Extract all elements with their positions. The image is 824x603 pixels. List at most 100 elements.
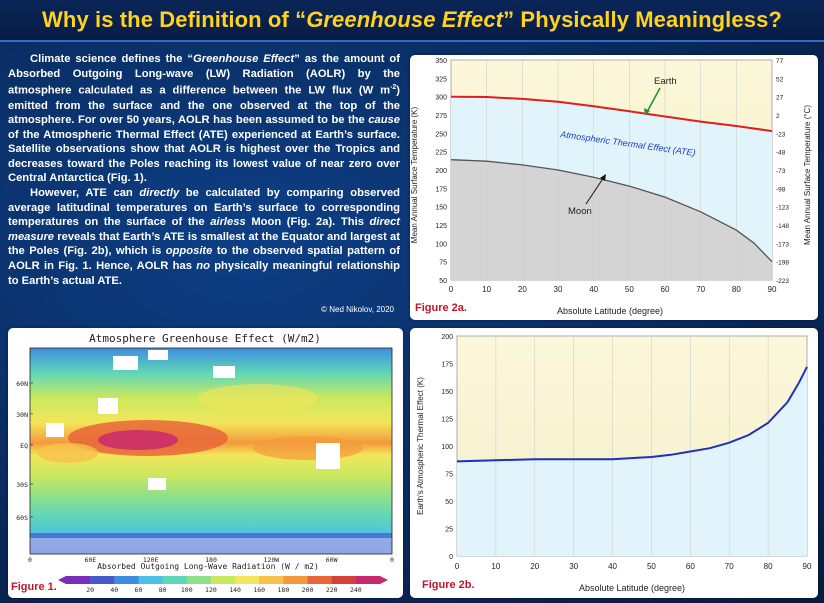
colorbar-tick-label: 140 <box>229 586 241 594</box>
x-tick-label: 70 <box>696 285 705 294</box>
x-tick-label: 80 <box>764 562 773 571</box>
figure-1-map: Atmosphere Greenhouse Effect (W/m2) 60N 3… <box>16 332 394 594</box>
x-axis-label: Absolute Latitude (degree) <box>557 306 663 316</box>
y-tick-label: 225 <box>435 150 447 157</box>
ate-region <box>451 96 772 262</box>
y-tick-label: 25 <box>445 527 453 534</box>
x-tick-label: 90 <box>803 562 812 571</box>
colorbar-swatch <box>259 576 284 584</box>
figure-2a-label: Figure 2a. <box>415 302 467 314</box>
x-tick-label: 60 <box>661 285 670 294</box>
y-right-tick-label: -223 <box>776 278 789 285</box>
x-tick-label: 0 <box>449 285 454 294</box>
y-right-tick-label: -73 <box>776 168 786 175</box>
lon-tick-label: 120E <box>143 556 159 564</box>
x-tick-label: 30 <box>554 285 563 294</box>
colorbar-swatch <box>90 576 115 584</box>
x-tick-label: 40 <box>608 562 617 571</box>
title-emphasis: Greenhouse Effect <box>306 7 504 32</box>
moon-series-line <box>450 159 773 263</box>
lon-tick-label: 120W <box>264 556 280 564</box>
colorbar: 20 40 60 80 100 120 140 160 180 200 220 240 <box>58 576 388 594</box>
figure-2a-card: 0 10 20 30 40 50 60 70 80 90 50 75 100 125 150 175 200 22… <box>410 55 818 320</box>
y-tick-label: 100 <box>441 444 453 451</box>
lat-tick-label: 60N <box>16 380 28 388</box>
y-tick-label: 350 <box>435 58 447 65</box>
x-tick-label: 10 <box>482 285 491 294</box>
y-right-tick-label: 27 <box>776 95 784 102</box>
x-tick-label: 0 <box>455 562 460 571</box>
y-tick-label: 175 <box>435 186 447 193</box>
colorbar-swatch <box>355 576 381 584</box>
lon-tick-label: 0 <box>390 556 394 564</box>
figure-2a-chart: 0 10 20 30 40 50 60 70 80 90507510012515017520022… <box>410 58 812 316</box>
colorbar-swatch <box>235 576 260 584</box>
y-tick-label: 50 <box>439 278 447 285</box>
colorbar-swatch <box>331 576 357 584</box>
colorbar-tick-label: 120 <box>205 586 217 594</box>
y-right-tick-label: -98 <box>776 186 786 193</box>
colorbar-swatch <box>210 576 236 584</box>
y-right-tick-label: -123 <box>776 205 789 212</box>
map-frame <box>29 347 393 555</box>
x-tick-label: 60 <box>686 562 695 571</box>
colorbar-tick-label: 100 <box>181 586 193 594</box>
y-tick-label: 175 <box>441 362 453 369</box>
colorbar-tick-label: 60 <box>135 586 143 594</box>
colorbar-tick-label: 200 <box>302 586 314 594</box>
colorbar-left-cap <box>58 576 66 584</box>
y-axis-label: Earth's Atmospheric Thermal Effect (K) <box>416 377 425 515</box>
y-right-tick-label: 77 <box>776 58 784 65</box>
y-tick-label: 125 <box>441 417 453 424</box>
lat-tick-label: 30N <box>16 411 28 419</box>
earth-arrow-head <box>644 108 650 115</box>
figure-1-card: Atmosphere Greenhouse Effect (W/m2) 60N 3… <box>8 328 403 598</box>
map-title: Atmosphere Greenhouse Effect (W/m2) <box>89 332 321 345</box>
y-right-tick-label: -48 <box>776 150 786 157</box>
colorbar-swatch <box>66 576 91 584</box>
x-tick-label: 90 <box>768 285 777 294</box>
x-tick-label: 30 <box>569 562 578 571</box>
x-tick-label: 20 <box>518 285 527 294</box>
moon-arrow <box>585 176 605 205</box>
y-tick-label: 75 <box>445 472 453 479</box>
colorbar-tick-label: 40 <box>110 586 118 594</box>
y-right-tick-label: -148 <box>776 223 789 230</box>
y-axis-label-right: Mean Annual Surface Temperature (°C) <box>803 105 812 245</box>
colorbar-tick-label: 220 <box>326 586 338 594</box>
ate-series-line <box>456 366 808 463</box>
earth-label: Earth <box>654 76 677 87</box>
y-tick-label: 200 <box>435 168 447 175</box>
x-tick-label: 50 <box>647 562 656 571</box>
colorbar-swatch <box>283 576 308 584</box>
y-tick-label: 300 <box>435 95 447 102</box>
colorbar-swatch <box>138 576 163 584</box>
y-tick-label: 100 <box>435 241 447 248</box>
x-tick-label: 10 <box>491 562 500 571</box>
lat-tick-label: EQ <box>20 442 28 450</box>
y-tick-label: 150 <box>441 389 453 396</box>
lat-tick-label: 60S <box>16 514 28 522</box>
ate-fill <box>457 366 807 556</box>
y-right-tick-label: -198 <box>776 260 789 267</box>
colorbar-swatch <box>307 576 332 584</box>
earth-series-line <box>450 95 773 133</box>
explanation-text: Climate science defines the “Greenhouse … <box>8 52 400 320</box>
lon-tick-label: 180 <box>205 556 217 564</box>
earth-arrow <box>646 87 661 113</box>
copyright-credit: © Ned Nikolov, 2020 <box>321 305 394 315</box>
y-tick-label: 325 <box>435 76 447 83</box>
lat-tick-label: 30S <box>16 481 28 489</box>
colorbar-swatch <box>186 576 212 584</box>
lon-tick-label: 0 <box>28 556 32 564</box>
title-text-end: ” Physically Meaningless? <box>503 7 782 32</box>
x-axis-label: Absolute Latitude (degree) <box>579 583 685 593</box>
moon-region <box>451 159 772 280</box>
figure-2b-card: 0 10 20 30 40 50 60 70 80 90 0 25 50 75 100 125 150 175 20… <box>410 328 818 598</box>
colorbar-tick-label: 180 <box>278 586 290 594</box>
figure-2b-label: Figure 2b. <box>422 579 475 591</box>
y-axis-label: Mean Annual Surface Temperature (K) <box>410 106 419 243</box>
y-tick-label: 0 <box>449 554 453 561</box>
y-tick-label: 200 <box>441 334 453 341</box>
aolr-map <box>30 348 392 554</box>
